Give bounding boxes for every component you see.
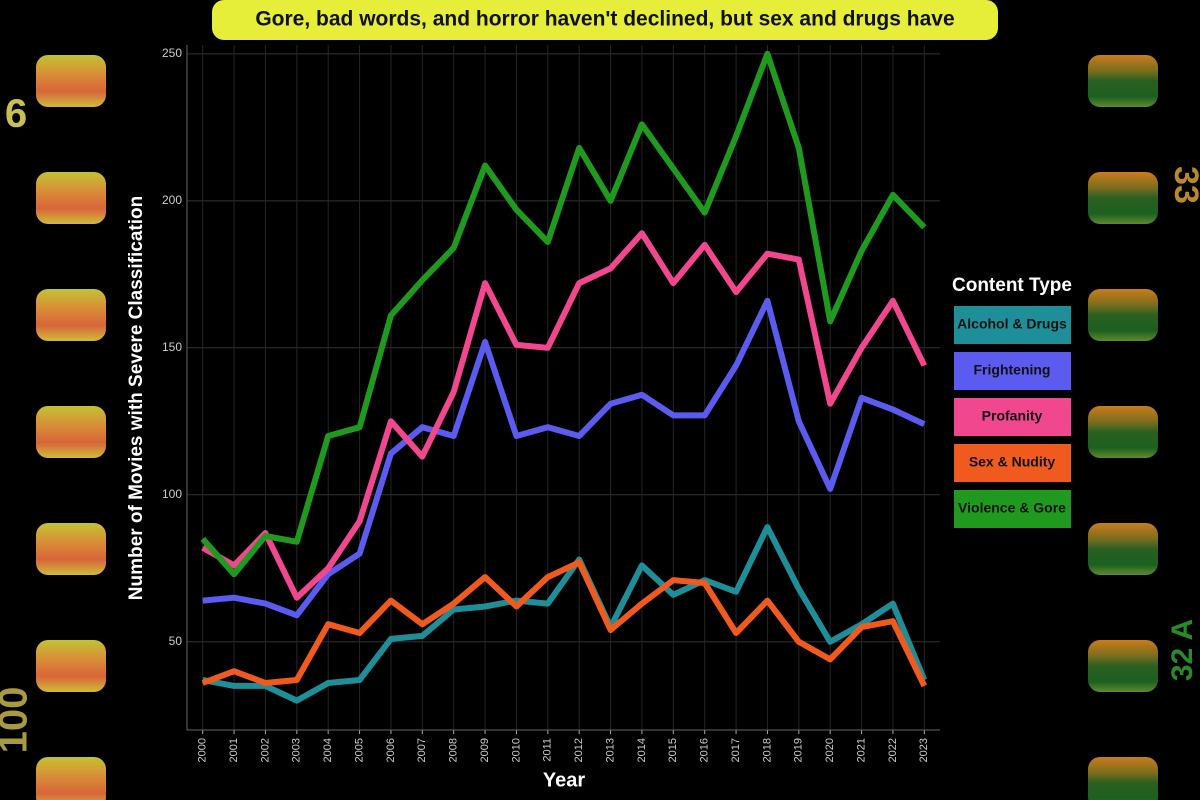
x-tick-label: 2005 xyxy=(353,738,365,762)
legend-label: Frightening xyxy=(974,362,1051,378)
sprocket xyxy=(36,55,106,107)
sprocket xyxy=(1088,172,1158,224)
sprocket xyxy=(1088,640,1158,692)
x-tick-label: 2015 xyxy=(667,738,679,762)
x-tick-label: 2003 xyxy=(291,738,303,762)
series-line xyxy=(201,230,927,601)
x-tick-label: 2004 xyxy=(322,738,334,762)
x-tick-label: 2007 xyxy=(416,738,428,762)
x-tick-label: 2011 xyxy=(542,738,554,762)
title-box xyxy=(212,0,998,40)
x-tick-label: 2018 xyxy=(761,738,773,762)
series-line xyxy=(200,50,927,578)
legend-swatch xyxy=(952,350,1073,392)
x-axis-label: Year xyxy=(543,769,585,791)
film-marking: 33 xyxy=(1167,166,1200,204)
sprocket xyxy=(36,289,106,341)
sprocket xyxy=(1088,406,1158,458)
x-tick-label: 2014 xyxy=(636,738,648,762)
sprocket xyxy=(36,640,106,692)
legend-swatch xyxy=(952,442,1073,484)
series-line xyxy=(202,524,928,704)
x-tick-label: 2010 xyxy=(510,738,522,762)
x-tick-label: 2006 xyxy=(385,738,397,762)
legend-label: Sex & Nudity xyxy=(969,454,1056,470)
film-marking: 9 xyxy=(5,90,27,134)
sprocket xyxy=(36,757,106,800)
legend-swatch xyxy=(952,304,1073,346)
x-tick-label: 2012 xyxy=(573,738,585,762)
y-axis-label: Number of Movies with Severe Classificat… xyxy=(126,196,147,600)
sprocket xyxy=(36,523,106,575)
x-tick-label: 2022 xyxy=(887,738,899,762)
x-tick-label: 2001 xyxy=(228,738,240,762)
x-tick-label: 2002 xyxy=(259,738,271,762)
y-tick-label: 150 xyxy=(162,340,182,354)
sprocket xyxy=(1088,55,1158,107)
film-marking: 100 xyxy=(0,687,36,754)
x-tick-label: 2023 xyxy=(918,738,930,762)
legend-swatch xyxy=(952,396,1073,438)
legend-title: Content Type xyxy=(952,275,1072,296)
x-tick-label: 2000 xyxy=(197,738,209,762)
x-tick-label: 2008 xyxy=(448,738,460,762)
legend-label: Profanity xyxy=(982,408,1043,424)
film-strip xyxy=(36,55,1158,800)
y-tick-label: 200 xyxy=(162,193,182,207)
series-line xyxy=(201,559,927,688)
y-tick-label: 100 xyxy=(162,487,182,501)
x-tick-label: 2020 xyxy=(824,738,836,762)
x-tick-label: 2009 xyxy=(479,738,491,762)
film-marking: 32 A xyxy=(1166,619,1199,681)
sprocket xyxy=(1088,289,1158,341)
sprocket xyxy=(36,172,106,224)
x-tick-label: 2013 xyxy=(604,738,616,762)
x-tick-label: 2021 xyxy=(855,738,867,762)
chart-title: Gore, bad words, and horror haven't decl… xyxy=(255,8,954,31)
legend-swatch xyxy=(952,488,1073,530)
sprocket xyxy=(36,406,106,458)
legend-label: Violence & Gore xyxy=(958,500,1066,516)
y-tick-label: 50 xyxy=(169,634,183,648)
x-tick-label: 2017 xyxy=(730,738,742,762)
legend-label: Alcohol & Drugs xyxy=(957,316,1067,332)
sprocket xyxy=(1088,523,1158,575)
x-tick-label: 2016 xyxy=(699,738,711,762)
y-tick-label: 250 xyxy=(162,46,182,60)
series-line xyxy=(202,297,926,619)
sprocket xyxy=(1088,757,1158,800)
x-tick-label: 2019 xyxy=(793,738,805,762)
